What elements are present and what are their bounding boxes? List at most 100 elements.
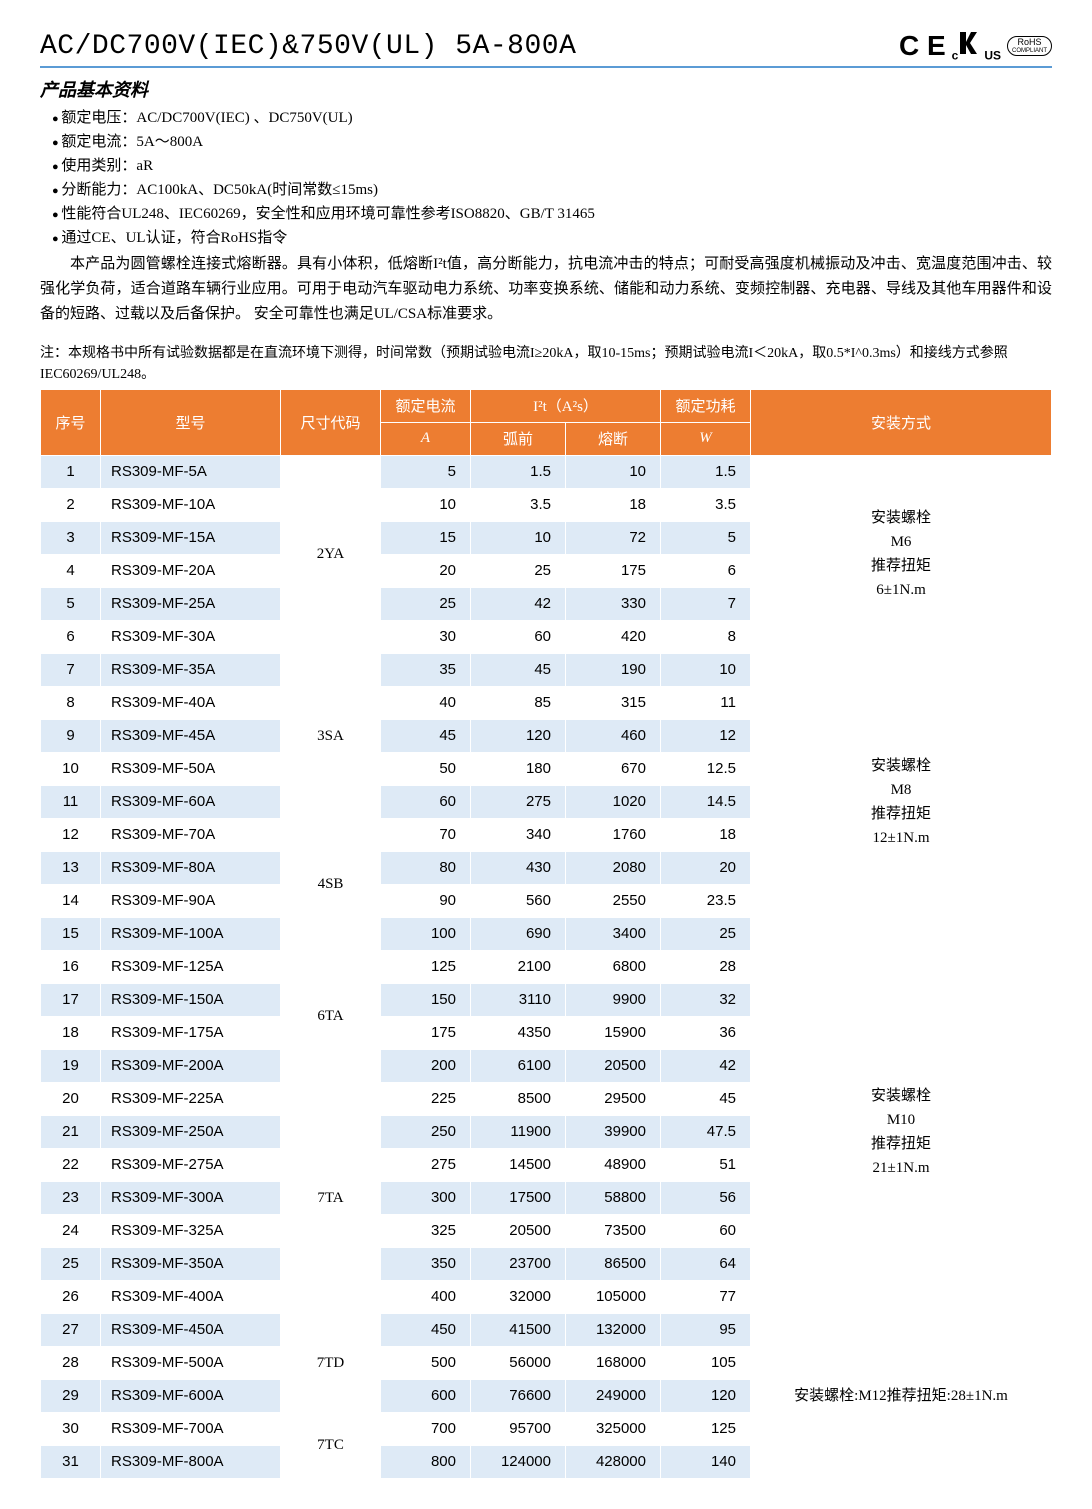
cell-model: RS309-MF-275A (101, 1148, 281, 1181)
ce-mark-icon: C E (899, 30, 946, 62)
cell-power: 60 (661, 1214, 751, 1247)
cell-power: 6 (661, 554, 751, 587)
cell-i2t-arc: 42 (471, 587, 566, 620)
cell-model: RS309-MF-90A (101, 884, 281, 917)
cell-i2t-melt: 168000 (566, 1346, 661, 1379)
col-amp: 额定电流 (381, 389, 471, 422)
cell-i2t-melt: 1020 (566, 785, 661, 818)
cell-power: 7 (661, 587, 751, 620)
cell-amp: 450 (381, 1313, 471, 1346)
cell-amp: 35 (381, 653, 471, 686)
cell-seq: 7 (41, 653, 101, 686)
cell-power: 18 (661, 818, 751, 851)
cell-i2t-melt: 86500 (566, 1247, 661, 1280)
cell-seq: 18 (41, 1016, 101, 1049)
cell-i2t-arc: 120 (471, 719, 566, 752)
cell-power: 95 (661, 1313, 751, 1346)
cell-power: 125 (661, 1412, 751, 1445)
cell-power: 11 (661, 686, 751, 719)
cell-i2t-arc: 10 (471, 521, 566, 554)
cell-i2t-arc: 85 (471, 686, 566, 719)
rohs-mark-icon: RoHS COMPLIANT (1007, 36, 1052, 56)
cell-power: 140 (661, 1445, 751, 1478)
cell-model: RS309-MF-225A (101, 1082, 281, 1115)
cell-power: 47.5 (661, 1115, 751, 1148)
cell-amp: 800 (381, 1445, 471, 1478)
cell-seq: 3 (41, 521, 101, 554)
cell-model: RS309-MF-100A (101, 917, 281, 950)
cell-install: 安装螺栓M10推荐扭矩21±1N.m (751, 950, 1052, 1313)
table-row: 1RS309-MF-5A2YA51.5101.5安装螺栓M6推荐扭矩6±1N.m (41, 455, 1052, 488)
cell-i2t-arc: 3.5 (471, 488, 566, 521)
cell-amp: 200 (381, 1049, 471, 1082)
cell-i2t-melt: 15900 (566, 1016, 661, 1049)
cell-amp: 80 (381, 851, 471, 884)
cell-amp: 350 (381, 1247, 471, 1280)
cell-model: RS309-MF-700A (101, 1412, 281, 1445)
cell-size: 4SB (281, 818, 381, 950)
cell-i2t-melt: 18 (566, 488, 661, 521)
cell-i2t-arc: 17500 (471, 1181, 566, 1214)
cell-install: 安装螺栓M8推荐扭矩12±1N.m (751, 653, 1052, 950)
cell-seq: 30 (41, 1412, 101, 1445)
cell-i2t-arc: 20500 (471, 1214, 566, 1247)
cell-seq: 8 (41, 686, 101, 719)
cell-i2t-melt: 460 (566, 719, 661, 752)
cell-model: RS309-MF-80A (101, 851, 281, 884)
cell-power: 51 (661, 1148, 751, 1181)
cell-model: RS309-MF-250A (101, 1115, 281, 1148)
cell-i2t-arc: 3110 (471, 983, 566, 1016)
cell-amp: 100 (381, 917, 471, 950)
cell-i2t-arc: 25 (471, 554, 566, 587)
cell-i2t-melt: 58800 (566, 1181, 661, 1214)
bullet-item: 使用类别：aR (52, 154, 1052, 178)
cell-i2t-arc: 56000 (471, 1346, 566, 1379)
certification-icons: C E cUS RoHS COMPLIANT (899, 30, 1052, 62)
cell-i2t-melt: 175 (566, 554, 661, 587)
table-row: 7RS309-MF-35A3SA354519010安装螺栓M8推荐扭矩12±1N… (41, 653, 1052, 686)
cell-i2t-melt: 190 (566, 653, 661, 686)
cell-model: RS309-MF-25A (101, 587, 281, 620)
cell-power: 77 (661, 1280, 751, 1313)
cell-seq: 16 (41, 950, 101, 983)
cell-i2t-arc: 2100 (471, 950, 566, 983)
cell-model: RS309-MF-600A (101, 1379, 281, 1412)
cell-i2t-arc: 1.5 (471, 455, 566, 488)
cell-power: 10 (661, 653, 751, 686)
cell-amp: 30 (381, 620, 471, 653)
cell-model: RS309-MF-150A (101, 983, 281, 1016)
cell-seq: 13 (41, 851, 101, 884)
col-power: 额定功耗 (661, 389, 751, 422)
cell-amp: 20 (381, 554, 471, 587)
cell-i2t-arc: 430 (471, 851, 566, 884)
ul-mark-icon: cUS (952, 30, 1001, 62)
cell-i2t-melt: 39900 (566, 1115, 661, 1148)
cell-seq: 22 (41, 1148, 101, 1181)
cell-model: RS309-MF-70A (101, 818, 281, 851)
cell-i2t-arc: 6100 (471, 1049, 566, 1082)
cell-size: 7TD (281, 1313, 381, 1412)
cell-model: RS309-MF-300A (101, 1181, 281, 1214)
cell-i2t-melt: 428000 (566, 1445, 661, 1478)
cell-size: 7TA (281, 1082, 381, 1313)
cell-i2t-arc: 4350 (471, 1016, 566, 1049)
cell-seq: 14 (41, 884, 101, 917)
cell-i2t-arc: 180 (471, 752, 566, 785)
cell-model: RS309-MF-450A (101, 1313, 281, 1346)
cell-power: 12 (661, 719, 751, 752)
cell-seq: 23 (41, 1181, 101, 1214)
cell-size: 7TC (281, 1412, 381, 1478)
col-seq: 序号 (41, 389, 101, 455)
cell-seq: 6 (41, 620, 101, 653)
cell-amp: 10 (381, 488, 471, 521)
cell-i2t-melt: 325000 (566, 1412, 661, 1445)
cell-i2t-arc: 14500 (471, 1148, 566, 1181)
cell-seq: 5 (41, 587, 101, 620)
cell-seq: 28 (41, 1346, 101, 1379)
cell-install: 安装螺栓:M12推荐扭矩:28±1N.m (751, 1313, 1052, 1478)
cell-i2t-arc: 45 (471, 653, 566, 686)
cell-seq: 1 (41, 455, 101, 488)
cell-amp: 300 (381, 1181, 471, 1214)
cell-i2t-melt: 48900 (566, 1148, 661, 1181)
cell-i2t-melt: 3400 (566, 917, 661, 950)
